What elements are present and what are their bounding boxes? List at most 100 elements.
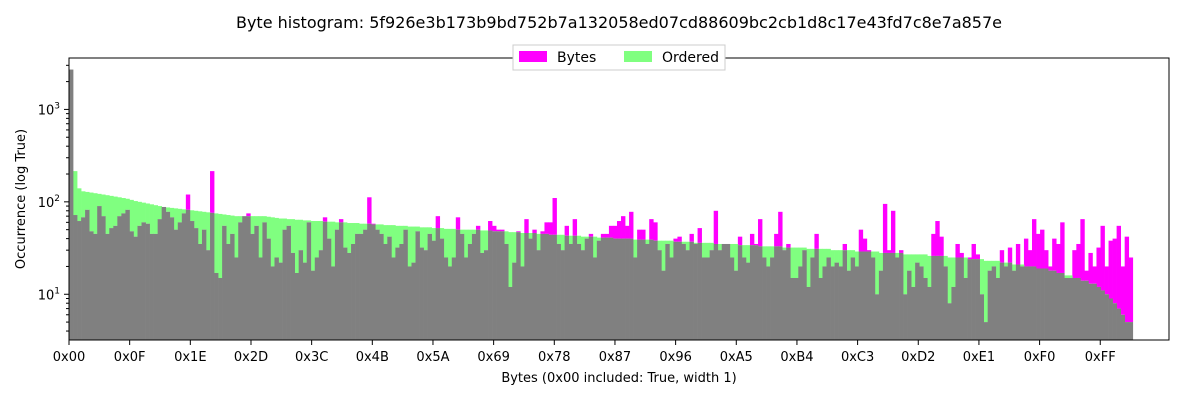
bar-overlap: [403, 229, 408, 340]
bar-bytes: [975, 254, 980, 260]
bar-overlap: [77, 221, 82, 340]
bar-bytes: [185, 194, 191, 210]
bar-overlap: [862, 251, 868, 340]
bar-overlap: [749, 245, 755, 340]
bar-ordered: [318, 221, 324, 251]
bar-overlap: [834, 262, 839, 340]
bar-overlap: [1112, 303, 1117, 340]
bar-overlap: [85, 209, 90, 340]
bar-bytes: [737, 236, 743, 246]
series-overlap: [69, 69, 1134, 340]
bar-overlap: [274, 257, 279, 340]
bar-ordered: [451, 228, 457, 258]
bar-overlap: [347, 252, 352, 340]
bar-ordered: [298, 219, 304, 251]
bar-bytes: [548, 222, 553, 235]
bar-overlap: [431, 240, 437, 340]
bar-overlap: [1080, 280, 1085, 340]
bar-ordered: [669, 240, 674, 258]
bar-overlap: [770, 257, 775, 340]
bar-bytes: [1128, 257, 1134, 323]
legend: Bytes Ordered: [512, 44, 726, 71]
bar-ordered: [645, 239, 650, 244]
bar-overlap: [383, 243, 388, 340]
bar-ordered: [504, 231, 509, 244]
bar-overlap: [222, 225, 227, 340]
y-axis: 101 102 103: [38, 64, 69, 332]
bar-bytes: [890, 210, 896, 253]
bar-bytes: [588, 233, 594, 237]
bar-overlap: [258, 257, 263, 340]
bar-overlap: [1088, 283, 1093, 340]
bar-ordered: [995, 260, 1001, 278]
bar-overlap: [375, 229, 380, 340]
bar-ordered: [197, 211, 203, 244]
bar-ordered: [741, 245, 747, 258]
bar-ordered: [117, 197, 122, 217]
bar-ordered: [459, 229, 465, 234]
bar-overlap: [427, 233, 432, 340]
bar-overlap: [363, 229, 368, 340]
bar-overlap: [322, 221, 328, 340]
bar-overlap: [629, 238, 634, 340]
bar-overlap: [492, 231, 497, 340]
bar-overlap: [536, 250, 541, 340]
bar-ordered: [983, 260, 989, 323]
bar-bytes: [637, 229, 642, 240]
bar-overlap: [230, 233, 235, 340]
bar-overlap: [69, 69, 74, 340]
bar-bytes: [1088, 252, 1093, 284]
bar-overlap: [762, 257, 767, 340]
bar-ordered: [379, 224, 384, 234]
bar-overlap: [528, 238, 533, 340]
x-tick-label: 0x2D: [234, 350, 268, 365]
bar-ordered: [794, 247, 799, 278]
bar-overlap: [794, 277, 799, 340]
bar-overlap: [830, 266, 835, 340]
bar-overlap: [991, 266, 997, 340]
bar-bytes: [532, 229, 537, 234]
bar-bytes: [955, 243, 960, 258]
bar-ordered: [1003, 262, 1009, 267]
bar-bytes: [713, 210, 719, 244]
bar-overlap: [721, 243, 727, 340]
bar-ordered: [556, 234, 561, 244]
bar-ordered: [536, 233, 541, 251]
bar-bytes: [616, 221, 622, 239]
bar-overlap: [842, 250, 848, 340]
bar-overlap: [484, 250, 489, 340]
bar-overlap: [838, 266, 843, 340]
bar-bytes: [544, 222, 549, 234]
bar-ordered: [218, 213, 223, 278]
bar-ordered: [302, 220, 308, 263]
bar-ordered: [826, 248, 831, 258]
bar-overlap: [878, 270, 884, 340]
bar-overlap: [673, 241, 678, 340]
bar-bytes: [677, 236, 682, 242]
bar-ordered: [467, 229, 473, 244]
bar-bytes: [210, 171, 215, 213]
bar-ordered: [520, 233, 525, 267]
bar-bytes: [1032, 219, 1037, 267]
bar-overlap: [435, 228, 441, 340]
bar-ordered: [73, 171, 78, 216]
bar-overlap: [915, 262, 920, 340]
bar-ordered: [262, 216, 267, 223]
bar-overlap: [955, 257, 960, 340]
bar-ordered: [818, 248, 823, 278]
bar-overlap: [560, 250, 565, 340]
bar-overlap: [790, 277, 795, 340]
bar-overlap: [653, 240, 658, 340]
bar-ordered: [874, 251, 880, 295]
bar-bytes: [749, 233, 755, 246]
x-tick-label: 0x0F: [114, 350, 146, 365]
x-tick-label: 0xD2: [901, 350, 935, 365]
bar-overlap: [576, 243, 582, 340]
bar-overlap: [270, 266, 275, 340]
bar-overlap: [451, 257, 457, 340]
bar-overlap: [625, 238, 630, 340]
x-tick-label: 0xFF: [1085, 350, 1116, 365]
bar-overlap: [133, 236, 138, 340]
bar-overlap: [93, 233, 98, 340]
bar-ordered: [870, 251, 876, 258]
